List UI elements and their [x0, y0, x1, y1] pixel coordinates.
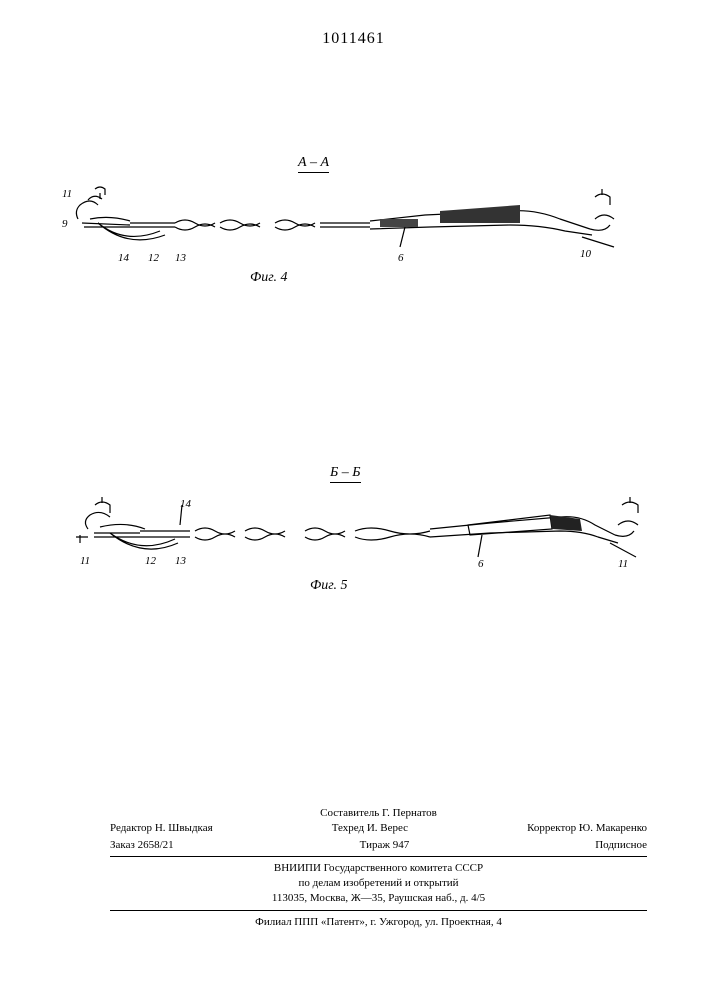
footer: Составитель Г. Пернатов Редактор Н. Швыд… [110, 806, 647, 930]
fig4-caption: Фиг. 4 [250, 270, 288, 286]
org-line2: по делам изобретений и открытий [110, 876, 647, 890]
addr-line2: Филиал ППП «Патент», г. Ужгород, ул. Про… [110, 915, 647, 929]
fig5-caption: Фиг. 5 [310, 578, 348, 594]
editor-cell: Редактор Н. Швыдкая [110, 821, 213, 835]
techred-cell: Техред И. Верес [332, 821, 408, 835]
ref-14-f4: 14 [118, 252, 129, 264]
ref-11-f4: 11 [62, 188, 72, 200]
section-label-aa: А – А [298, 155, 329, 173]
ref-6-f5: 6 [478, 558, 484, 570]
ref-13-f4: 13 [175, 252, 186, 264]
fig5-drawing [70, 485, 650, 575]
ref-11a-f5: 11 [80, 555, 90, 567]
compiler-label: Составитель [320, 807, 379, 819]
corrector-cell: Корректор Ю. Макаренко [527, 821, 647, 835]
ref-13-f5: 13 [175, 555, 186, 567]
ref-12-f5: 12 [145, 555, 156, 567]
subscription-cell: Подписное [595, 838, 647, 852]
section-label-bb: Б – Б [330, 465, 361, 483]
ref-9-f4: 9 [62, 218, 68, 230]
order-cell: Заказ 2658/21 [110, 838, 174, 852]
ref-14-f5: 14 [180, 498, 191, 510]
tirazh-cell: Тираж 947 [360, 838, 410, 852]
compiler-name: Г. Пернатов [382, 807, 437, 819]
ref-11b-f5: 11 [618, 558, 628, 570]
org-line1: ВНИИПИ Государственного комитета СССР [110, 861, 647, 875]
addr-line1: 113035, Москва, Ж—35, Раушская наб., д. … [110, 891, 647, 905]
ref-10-f4: 10 [580, 248, 591, 260]
page-number: 1011461 [322, 30, 384, 48]
ref-12-f4: 12 [148, 252, 159, 264]
ref-6-f4: 6 [398, 252, 404, 264]
